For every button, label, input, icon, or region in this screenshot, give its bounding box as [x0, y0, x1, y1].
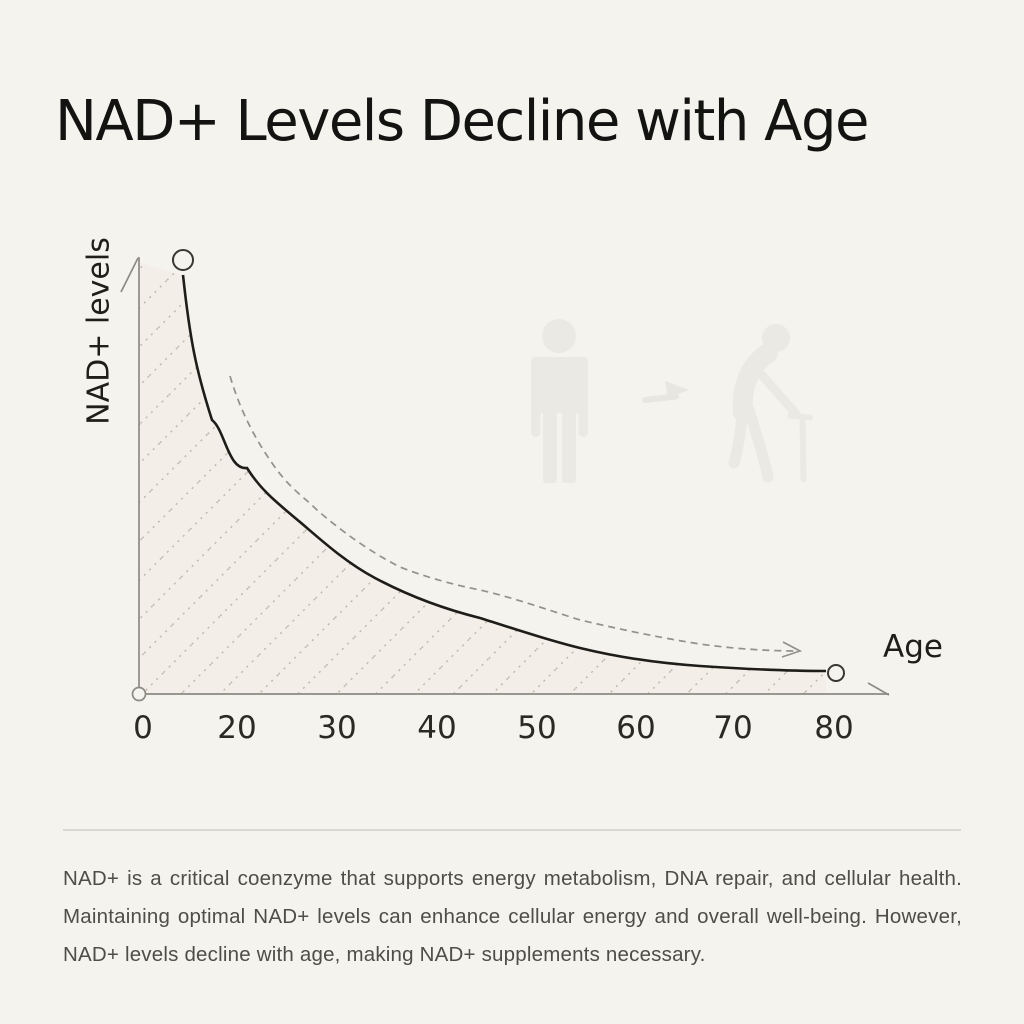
hatched-area: [139, 262, 826, 694]
nad-curve: [181, 274, 827, 673]
y-axis-arrow: [120, 257, 139, 293]
x-tick-20: 20: [217, 710, 257, 746]
x-tick-80: 80: [814, 710, 854, 746]
description-paragraph: NAD+ is a critical coenzyme that support…: [63, 860, 962, 974]
x-tick-40: 40: [417, 710, 457, 746]
end-marker: [827, 664, 845, 682]
trend-dashed-arrow: [229, 375, 803, 658]
divider-line: [63, 829, 961, 831]
start-marker: [172, 249, 194, 271]
aging-arrow-icon: [642, 381, 689, 403]
description-line: NAD+ is a critical coenzyme that support…: [63, 867, 962, 890]
x-tick-30: 30: [317, 710, 357, 746]
x-tick-60: 60: [616, 710, 656, 746]
x-axis-label: Age: [883, 629, 943, 665]
x-tick-0: 0: [133, 710, 153, 746]
origin-marker: [131, 686, 147, 702]
x-tick-50: 50: [517, 710, 557, 746]
young-person-icon: [531, 319, 588, 483]
description-line: NAD+ levels decline with age, making NAD…: [63, 943, 706, 966]
elderly-person-icon: [728, 324, 813, 483]
description-line: Maintaining optimal NAD+ levels can enha…: [63, 905, 962, 928]
page-title: NAD+ Levels Decline with Age: [55, 88, 869, 154]
y-axis-label: NAD+ levels: [81, 237, 117, 425]
axes: [120, 257, 890, 696]
x-axis-arrow: [867, 682, 890, 696]
x-tick-70: 70: [713, 710, 753, 746]
